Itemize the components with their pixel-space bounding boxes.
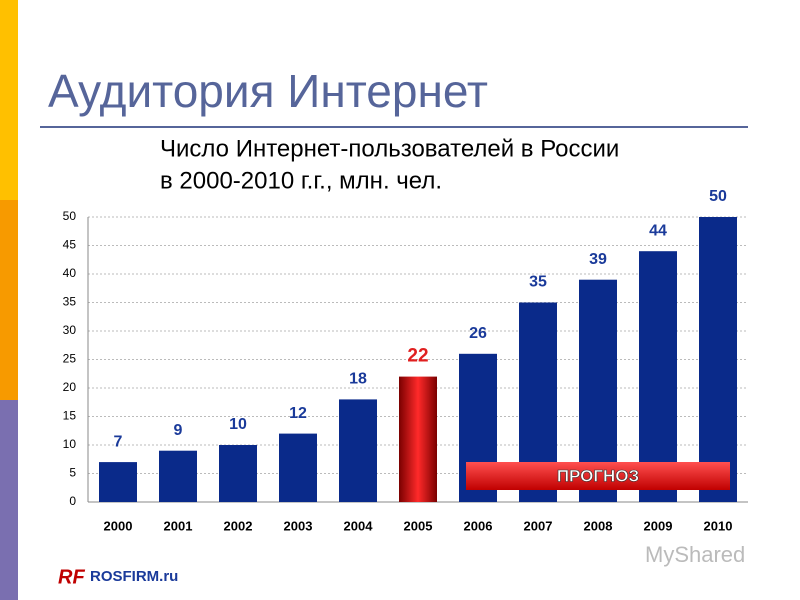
x-tick-label: 2005 — [404, 518, 433, 533]
stripe — [0, 400, 18, 600]
stripe — [0, 0, 18, 200]
data-label: 7 — [114, 433, 123, 450]
data-label: 10 — [229, 416, 247, 433]
data-label: 39 — [589, 251, 607, 268]
forecast-label: ПРОГНОЗ — [557, 466, 639, 485]
bar — [639, 251, 677, 502]
stripe — [0, 200, 18, 400]
x-tick-label: 2009 — [644, 518, 673, 533]
bar — [219, 445, 257, 502]
forecast-box — [466, 462, 730, 490]
y-tick-label: 45 — [63, 238, 77, 252]
x-tick-label: 2006 — [464, 518, 493, 533]
x-tick-label: 2007 — [524, 518, 553, 533]
data-label: 35 — [529, 274, 547, 291]
bar — [699, 217, 737, 502]
y-tick-label: 10 — [63, 437, 77, 451]
y-tick-label: 25 — [63, 352, 77, 366]
bar — [279, 433, 317, 502]
x-tick-label: 2002 — [224, 518, 253, 533]
x-tick-label: 2004 — [344, 518, 374, 533]
subtitle: Число Интернет-пользователей в России — [160, 135, 619, 162]
y-tick-label: 20 — [63, 380, 77, 394]
subtitle: в 2000-2010 г.г., млн. чел. — [160, 167, 442, 194]
y-tick-label: 0 — [69, 494, 76, 508]
y-tick-label: 40 — [63, 266, 77, 280]
data-label: 26 — [469, 325, 487, 342]
x-tick-label: 2010 — [704, 518, 733, 533]
slide-title: Аудитория Интернет — [48, 65, 488, 117]
data-label: 44 — [649, 222, 667, 239]
data-label: 9 — [174, 422, 183, 439]
y-tick-label: 15 — [63, 409, 77, 423]
data-label: 18 — [349, 371, 367, 388]
bar — [159, 450, 197, 502]
bar — [399, 376, 437, 502]
x-tick-label: 2001 — [164, 518, 193, 533]
watermark: MyShared — [645, 542, 745, 567]
y-tick-label: 30 — [63, 323, 77, 337]
x-tick-label: 2008 — [584, 518, 613, 533]
data-label: 22 — [407, 346, 428, 367]
logo: ROSFIRM.ru — [90, 568, 178, 585]
logo-mark: RF — [58, 566, 85, 588]
bar — [339, 399, 377, 502]
y-tick-label: 35 — [63, 295, 77, 309]
y-tick-label: 50 — [63, 209, 77, 223]
data-label: 12 — [289, 405, 307, 422]
x-tick-label: 2003 — [284, 518, 313, 533]
x-tick-label: 2000 — [104, 518, 133, 533]
y-tick-label: 5 — [69, 466, 76, 480]
bar — [99, 462, 137, 502]
data-label: 50 — [709, 188, 727, 205]
